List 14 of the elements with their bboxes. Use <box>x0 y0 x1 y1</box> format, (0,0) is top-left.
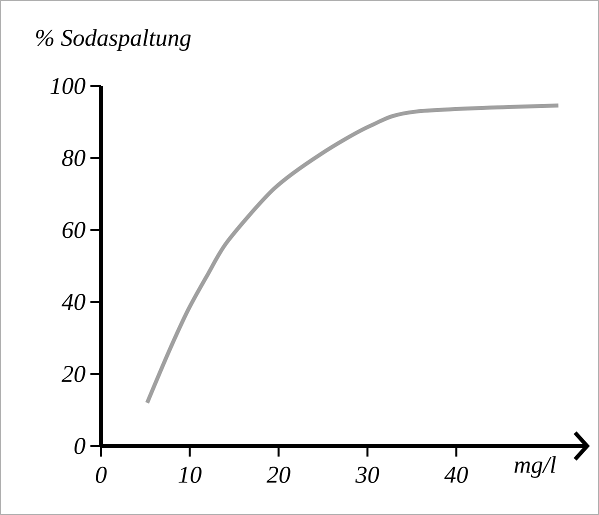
x-tick-label: 10 <box>178 466 202 483</box>
y-tick-label: 60 <box>62 222 86 238</box>
x-tick-label: 0 <box>96 466 107 483</box>
x-axis-title: mg/l <box>514 456 556 478</box>
y-tick-label: 0 <box>74 438 86 454</box>
x-tick-label: 20 <box>266 466 290 483</box>
x-tick-label: 40 <box>444 466 468 483</box>
y-tick-label: 40 <box>62 294 86 310</box>
x-tick-label: 30 <box>355 466 380 483</box>
y-tick-label: 80 <box>62 150 86 166</box>
line-series <box>145 103 560 405</box>
y-tick-label: 20 <box>62 366 86 382</box>
y-tick-label: 100 <box>50 78 86 94</box>
y-axis-title: % Sodaspaltung <box>36 29 191 51</box>
